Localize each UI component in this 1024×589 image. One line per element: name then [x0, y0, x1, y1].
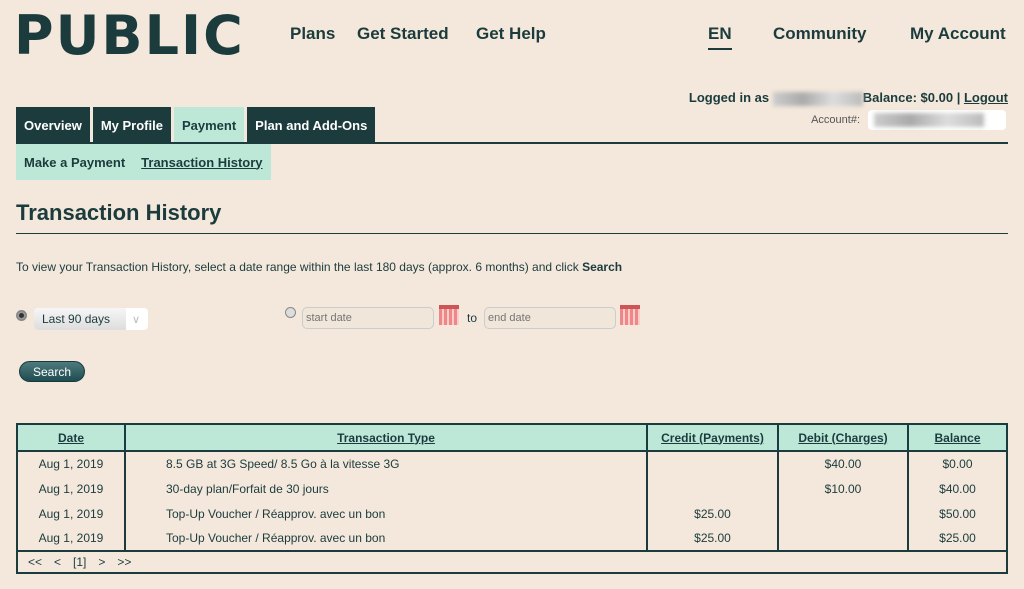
cell-debit: $10.00 — [777, 476, 909, 501]
chevron-down-icon: ∨ — [132, 313, 141, 326]
col-transaction-type[interactable]: Transaction Type — [124, 423, 648, 452]
nav-get-help[interactable]: Get Help — [476, 24, 546, 43]
cell-type: 30-day plan/Forfait de 30 jours — [124, 476, 648, 501]
prev-page-button[interactable]: < — [54, 555, 62, 569]
start-date-input[interactable] — [302, 307, 434, 329]
tab-overview[interactable]: Overview — [16, 107, 90, 143]
cell-debit: $40.00 — [777, 451, 909, 476]
tab-plan-add-ons[interactable]: Plan and Add-Ons — [247, 107, 376, 143]
language-toggle[interactable]: EN — [708, 24, 732, 50]
page-1-button[interactable]: [1] — [73, 555, 87, 569]
search-button[interactable]: Search — [19, 361, 85, 382]
redacted-username — [772, 91, 863, 106]
divider — [16, 233, 1008, 234]
calendar-icon[interactable] — [620, 305, 640, 325]
cell-date: Aug 1, 2019 — [16, 526, 126, 552]
col-balance[interactable]: Balance — [907, 423, 1008, 452]
table-row: Aug 1, 2019 8.5 GB at 3G Speed/ 8.5 Go à … — [16, 451, 1008, 476]
cell-type: 8.5 GB at 3G Speed/ 8.5 Go à la vitesse … — [124, 451, 648, 476]
page-title: Transaction History — [16, 200, 222, 225]
cell-type: Top-Up Voucher / Réapprov. avec un bon — [124, 526, 648, 552]
logged-in-label: Logged in as — [688, 90, 770, 105]
col-debit[interactable]: Debit (Charges) — [777, 423, 909, 452]
cell-balance: $50.00 — [907, 501, 1008, 526]
logout-link[interactable]: Logout — [963, 90, 1008, 105]
tab-payment[interactable]: Payment — [173, 107, 245, 143]
cell-debit — [777, 501, 909, 526]
cell-debit — [777, 526, 909, 552]
table-row: Aug 1, 2019 Top-Up Voucher / Réapprov. av… — [16, 501, 1008, 526]
redacted-account — [874, 113, 984, 127]
nav-community[interactable]: Community — [773, 24, 867, 43]
cell-balance: $40.00 — [907, 476, 1008, 501]
end-date-input[interactable] — [484, 307, 616, 329]
first-page-button[interactable]: << — [28, 555, 43, 569]
col-credit[interactable]: Credit (Payments) — [646, 423, 779, 452]
nav-plans[interactable]: Plans — [290, 24, 336, 43]
cell-credit — [646, 451, 779, 476]
nav-get-started[interactable]: Get Started — [357, 24, 449, 43]
intro-text: To view your Transaction History, select… — [16, 260, 622, 274]
intro-copy: To view your Transaction History, select… — [16, 260, 583, 274]
to-label: to — [467, 311, 478, 325]
cell-credit — [646, 476, 779, 501]
nav-my-account[interactable]: My Account — [910, 24, 1006, 43]
cell-credit: $25.00 — [646, 526, 779, 552]
cell-balance: $25.00 — [907, 526, 1008, 552]
calendar-icon[interactable] — [439, 305, 459, 325]
subtab-make-payment[interactable]: Make a Payment — [24, 154, 126, 170]
cell-balance: $0.00 — [907, 451, 1008, 476]
transactions-table: Date Transaction Type Credit (Payments) … — [16, 423, 1008, 574]
last-page-button[interactable]: >> — [117, 555, 132, 569]
account-selector: Account#: — [811, 110, 1006, 130]
custom-range-radio[interactable] — [285, 307, 296, 318]
cell-date: Aug 1, 2019 — [16, 501, 126, 526]
cell-date: Aug 1, 2019 — [16, 451, 126, 476]
intro-search-word: Search — [582, 260, 623, 274]
account-select[interactable] — [868, 110, 1006, 130]
cell-credit: $25.00 — [646, 501, 779, 526]
balance: Balance: $0.00 — [862, 90, 954, 105]
preset-range-radio[interactable] — [16, 310, 27, 321]
col-date[interactable]: Date — [16, 423, 126, 452]
main-tabs: Overview My Profile Payment Plan and Add… — [16, 107, 376, 143]
sub-tabs: Make a Payment Transaction History — [16, 144, 271, 180]
table-row: Aug 1, 2019 Top-Up Voucher / Réapprov. av… — [16, 526, 1008, 552]
subtab-transaction-history[interactable]: Transaction History — [141, 154, 263, 170]
account-label: Account#: — [811, 114, 860, 126]
tab-my-profile[interactable]: My Profile — [92, 107, 171, 143]
range-value: Last 90 days — [34, 308, 126, 330]
divider — [16, 142, 1008, 144]
range-select[interactable]: Last 90 days ∨ — [34, 308, 148, 330]
login-status: Logged in as Balance: $0.00 | Logout — [689, 90, 1008, 106]
next-page-button[interactable]: > — [98, 555, 106, 569]
public-logo[interactable]: PUBLIC — [14, 4, 245, 67]
pagination: << < [1] > >> — [16, 550, 1008, 574]
separator: | — [956, 90, 961, 105]
table-row: Aug 1, 2019 30-day plan/Forfait de 30 jou… — [16, 476, 1008, 501]
cell-type: Top-Up Voucher / Réapprov. avec un bon — [124, 501, 648, 526]
cell-date: Aug 1, 2019 — [16, 476, 126, 501]
